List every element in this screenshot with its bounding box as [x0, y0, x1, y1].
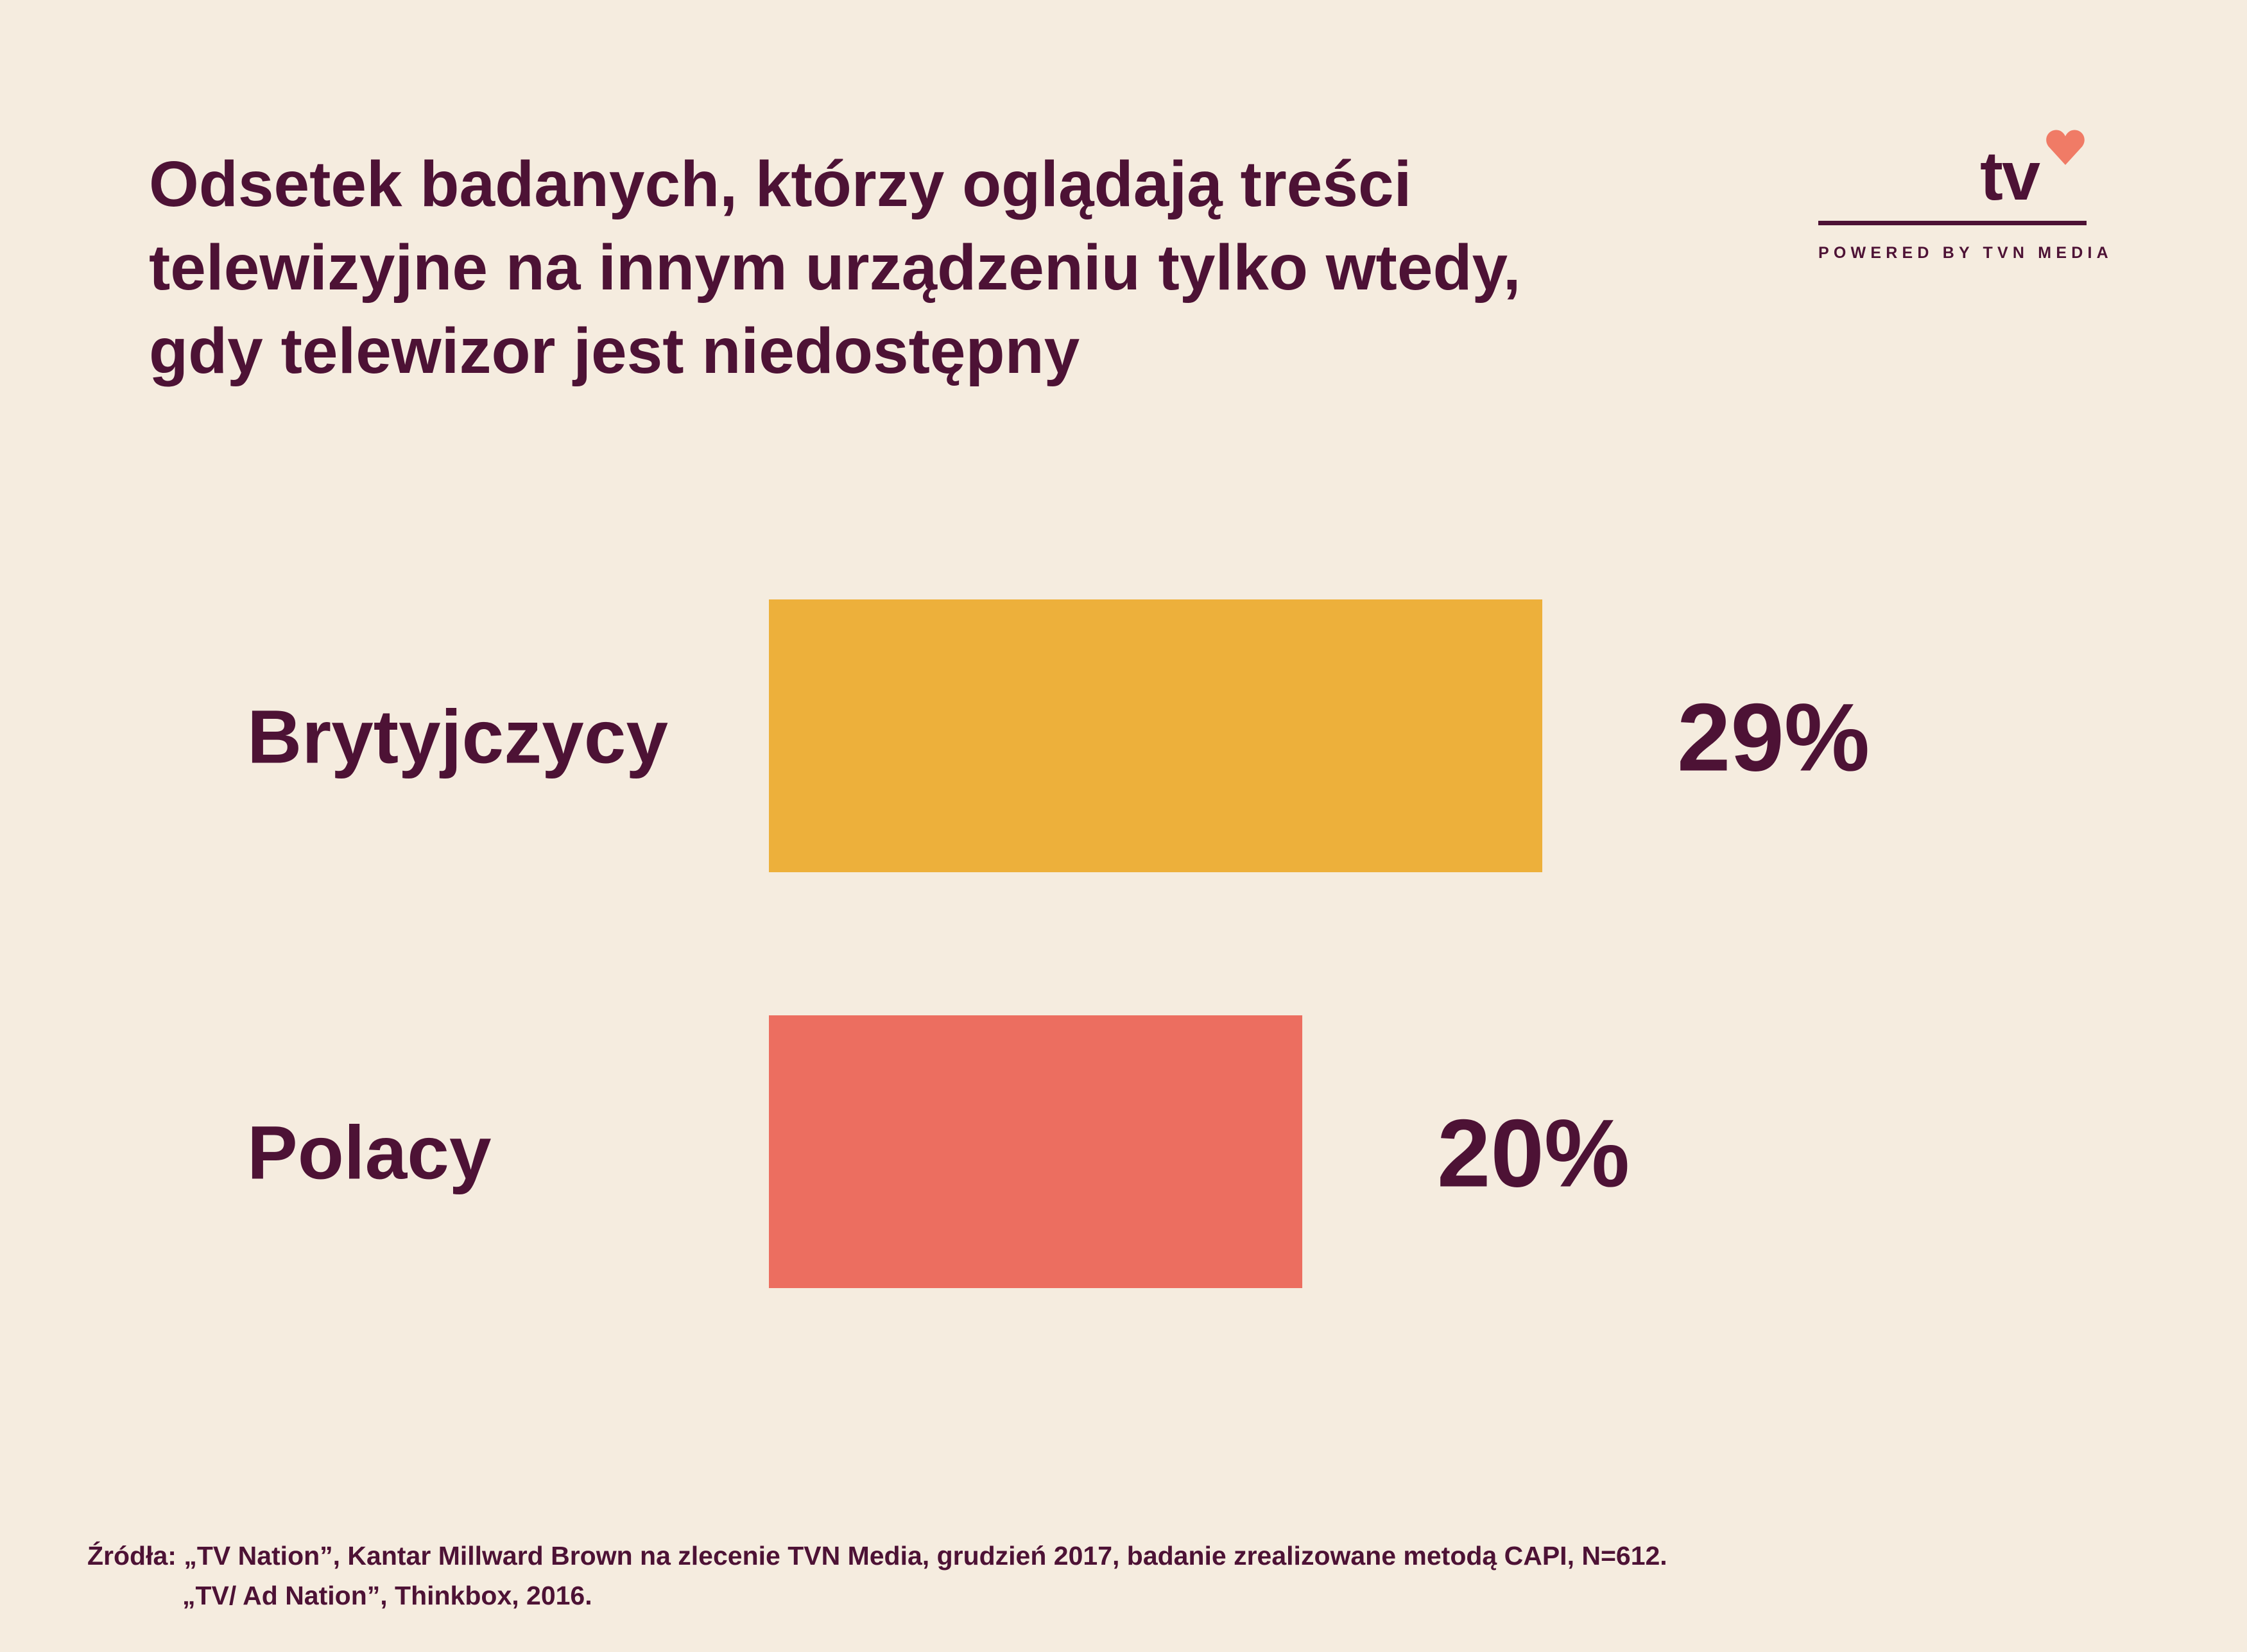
title-line-2: telewizyjne na innym urządzeniu tylko wt… [149, 232, 1521, 304]
bar-1 [769, 1015, 1303, 1288]
source-note: Źródła: „TV Nation”, Kantar Millward Bro… [87, 1536, 1667, 1615]
bar-0 [769, 599, 1542, 872]
chart-title: Odsetek badanych, którzy oglądają treści… [149, 142, 1676, 393]
logo-tagline: POWERED BY TVN MEDIA [1818, 244, 2113, 262]
logo-divider [1818, 221, 2087, 225]
value-label-1: 20% [1437, 1099, 1630, 1207]
title-line-3: gdy telewizor jest niedostępny [149, 315, 1080, 387]
logo-text: tv [1980, 137, 2040, 214]
category-label-0: Brytyjczycy [247, 695, 668, 780]
value-label-0: 29% [1677, 684, 1870, 791]
category-label-1: Polacy [247, 1111, 491, 1196]
source-line-1: Źródła: „TV Nation”, Kantar Millward Bro… [87, 1541, 1667, 1570]
source-line-2: „TV/ Ad Nation”, Thinkbox, 2016. [182, 1581, 592, 1610]
heart-icon [2046, 130, 2085, 166]
title-line-1: Odsetek badanych, którzy oglądają treści [149, 148, 1412, 220]
tvn-logo: tv POWERED BY TVN MEDIA [1818, 126, 2113, 267]
